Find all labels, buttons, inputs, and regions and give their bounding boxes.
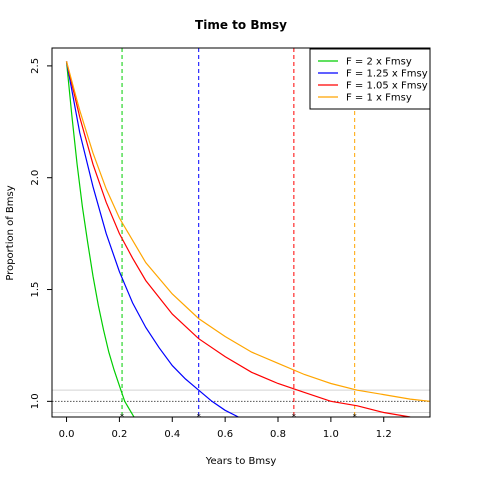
plot-frame bbox=[51, 47, 431, 418]
time-marker-point-1: * bbox=[197, 413, 201, 422]
y-tick-label: 1.5 bbox=[30, 282, 41, 298]
time-marker-point-0: * bbox=[120, 413, 124, 422]
series-line-1 bbox=[65, 61, 240, 417]
x-axis-label: Years to Bmsy bbox=[205, 456, 277, 467]
chart-title: Time to Bmsy bbox=[195, 18, 287, 32]
x-tick-label: 1.0 bbox=[323, 429, 339, 440]
x-tick-label: 0.8 bbox=[270, 429, 286, 440]
x-tick-label: 0.4 bbox=[164, 429, 180, 440]
legend-label-1: F = 1.25 x Fmsy bbox=[346, 69, 428, 80]
legend-label-2: F = 1.05 x Fmsy bbox=[346, 81, 428, 92]
legend-box bbox=[309, 48, 431, 110]
time-marker-point-3: * bbox=[353, 413, 357, 422]
y-axis-label: Proportion of Bmsy bbox=[5, 185, 16, 280]
reference-lines bbox=[52, 389, 430, 414]
series-line-2 bbox=[65, 61, 416, 417]
legend-label-0: F = 2 x Fmsy bbox=[346, 57, 412, 68]
time-marker-point-2: * bbox=[292, 413, 296, 422]
x-tick-label: 0.0 bbox=[59, 429, 75, 440]
series-line-3 bbox=[65, 61, 430, 402]
y-tick-label: 2.0 bbox=[30, 170, 41, 186]
x-axis-ticks: 0.0 0.2 0.4 0.6 0.8 1.0 1.2 bbox=[59, 417, 392, 440]
y-axis-ticks: 1.0 1.5 2.0 2.5 bbox=[30, 58, 52, 409]
series-lines bbox=[65, 61, 430, 417]
x-tick-label: 1.2 bbox=[376, 429, 392, 440]
series-line-0 bbox=[65, 61, 135, 417]
legend-label-3: F = 1 x Fmsy bbox=[346, 93, 412, 104]
x-tick-label: 0.2 bbox=[111, 429, 127, 440]
bmsy-time-markers: * * * * bbox=[120, 48, 357, 422]
y-tick-label: 2.5 bbox=[30, 58, 41, 74]
y-tick-label: 1.0 bbox=[30, 393, 41, 409]
x-tick-label: 0.6 bbox=[217, 429, 233, 440]
